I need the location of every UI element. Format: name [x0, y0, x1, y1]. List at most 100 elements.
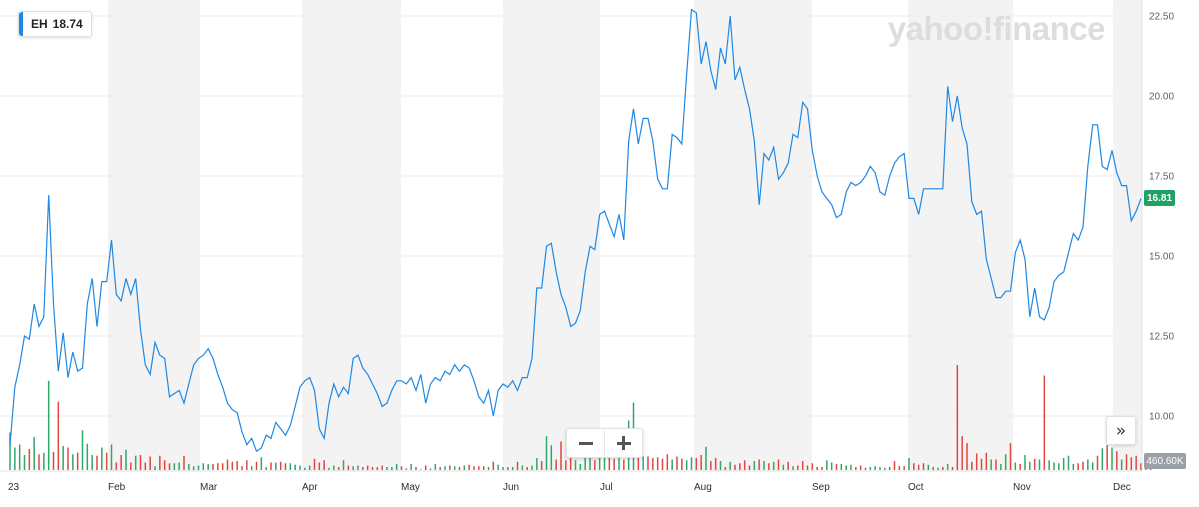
zoom-in-button[interactable] [604, 429, 642, 457]
y-tick-label: 17.50 [1149, 172, 1174, 183]
volume-bar [719, 461, 722, 470]
volume-bar [869, 467, 872, 470]
y-tick-label: 12.50 [1149, 332, 1174, 343]
x-tick-label: Jun [503, 482, 519, 493]
zoom-out-button[interactable] [567, 429, 604, 457]
volume-bar [328, 467, 330, 470]
volume-bar [946, 464, 949, 470]
volume-bar [690, 457, 693, 470]
volume-bar [173, 463, 176, 470]
volume-bar [1058, 463, 1060, 470]
month-band [908, 0, 1013, 471]
volume-bar [250, 466, 253, 470]
volume-bar [1077, 463, 1079, 470]
volume-bar [826, 460, 828, 470]
volume-bar [105, 452, 108, 470]
volume-bar [618, 457, 620, 470]
volume-bar [9, 432, 11, 470]
volume-bar [594, 460, 596, 470]
last-price-tag: 16.81 [1144, 190, 1175, 206]
volume-bar [1004, 454, 1007, 470]
volume-bar [226, 459, 229, 470]
volume-bar [33, 437, 35, 470]
volume-bar [574, 460, 577, 470]
volume-bar [797, 465, 799, 470]
volume-bar [154, 466, 156, 470]
series-color-swatch [19, 12, 23, 36]
volume-bar [197, 465, 200, 470]
volume-bar [913, 463, 915, 470]
volume-bar [400, 466, 403, 470]
volume-bar [347, 465, 350, 470]
volume-bar [362, 467, 364, 470]
volume-bar [81, 430, 84, 470]
volume-bar [903, 466, 905, 470]
volume-bar [526, 467, 528, 470]
volume-bar [540, 461, 543, 470]
volume-bar [777, 459, 780, 470]
volume-bar [323, 460, 325, 470]
volume-bar [125, 449, 127, 470]
volume-bar [1135, 455, 1137, 470]
volume-bar [473, 466, 475, 470]
volume-bar [951, 467, 954, 470]
volume-bar [874, 466, 876, 470]
volume-bar [246, 460, 248, 470]
volume-bar [1116, 451, 1118, 470]
volume-bar [1140, 463, 1142, 470]
volume-bar [855, 467, 857, 470]
volume-bar [816, 467, 818, 470]
volume-bar [101, 447, 103, 470]
volume-bar [917, 464, 920, 470]
x-tick-label: Sep [812, 482, 830, 493]
month-band [302, 0, 401, 471]
volume-bar [144, 462, 147, 470]
volume-bar [763, 461, 765, 470]
volume-bar [980, 458, 983, 470]
volume-bar [879, 467, 881, 470]
volume-bar [922, 463, 925, 470]
volume-bar [850, 464, 852, 470]
volume-bar [942, 467, 944, 470]
volume-bar [768, 463, 770, 470]
volume-bar [115, 462, 118, 470]
volume-bar [357, 465, 359, 470]
volume-bar [304, 467, 306, 470]
volume-bar [376, 467, 379, 470]
volume-bar [700, 455, 702, 470]
volume-bar [43, 452, 45, 470]
volume-bar [279, 461, 282, 470]
volume-bar [705, 446, 707, 470]
volume-bar [1091, 462, 1094, 470]
volume-bar [207, 464, 209, 470]
volume-bar [424, 465, 427, 470]
volume-bar [845, 465, 847, 470]
volume-bar [656, 457, 659, 470]
volume-bar [748, 465, 751, 470]
volume-bar [840, 464, 843, 470]
double-chevron-right-icon: » [1115, 420, 1127, 441]
scroll-right-button[interactable]: » [1106, 416, 1136, 445]
volume-bar [652, 458, 654, 470]
volume-bar [1038, 459, 1041, 470]
volume-bar [76, 452, 79, 470]
month-band [694, 0, 812, 471]
volume-bar [1082, 461, 1084, 470]
volume-bar [1096, 455, 1099, 470]
volume-bar [971, 461, 973, 470]
volume-bar [888, 467, 891, 470]
volume-bar [1087, 459, 1089, 470]
volume-bar [231, 461, 234, 470]
volume-bar [1043, 375, 1046, 470]
volume-bar [927, 464, 930, 470]
volume-bar [714, 458, 717, 470]
symbol-legend[interactable]: EH 18.74 [18, 11, 92, 37]
volume-bar [565, 460, 567, 470]
volume-bar [391, 467, 393, 470]
volume-bar [497, 464, 499, 470]
volume-bar [555, 459, 557, 470]
y-tick-label: 10.00 [1149, 412, 1174, 423]
volume-bar [492, 461, 495, 470]
volume-bar [961, 436, 963, 470]
